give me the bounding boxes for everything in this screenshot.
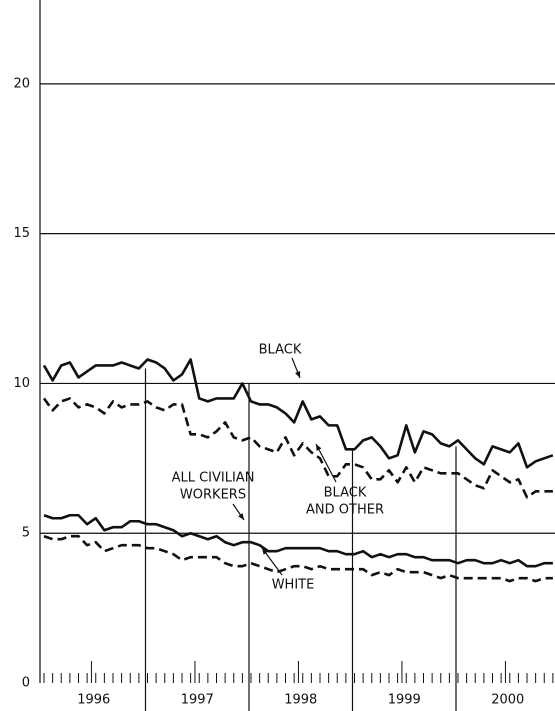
label-arrow [315,443,337,483]
series-label: WHITE [272,578,315,593]
x-tick-label: 1997 [181,693,214,708]
y-tick-label: 20 [13,76,30,91]
series-label: BLACK [259,343,302,358]
arrow-head [295,371,301,378]
y-tick-label: 0 [22,676,30,691]
series-line [42,397,553,499]
series-label: BLACK [324,486,367,501]
y-tick-label: 5 [22,526,30,541]
series-line [43,534,553,583]
series-label: ALL CIVILIAN [172,471,255,486]
y-tick-label: 15 [13,226,30,241]
arrow-head [238,513,244,520]
series-label: AND OTHER [306,503,384,518]
series-line [43,513,553,568]
x-tick-label: 2000 [491,693,524,708]
arrow-head [316,444,322,451]
x-tick-label: 1999 [388,693,421,708]
series-line [42,358,554,469]
x-tick-label: 1996 [77,693,110,708]
y-tick-label: 10 [13,376,30,391]
x-tick-label: 1998 [284,693,317,708]
arrow-head [262,548,269,555]
series-label: WORKERS [180,488,246,503]
